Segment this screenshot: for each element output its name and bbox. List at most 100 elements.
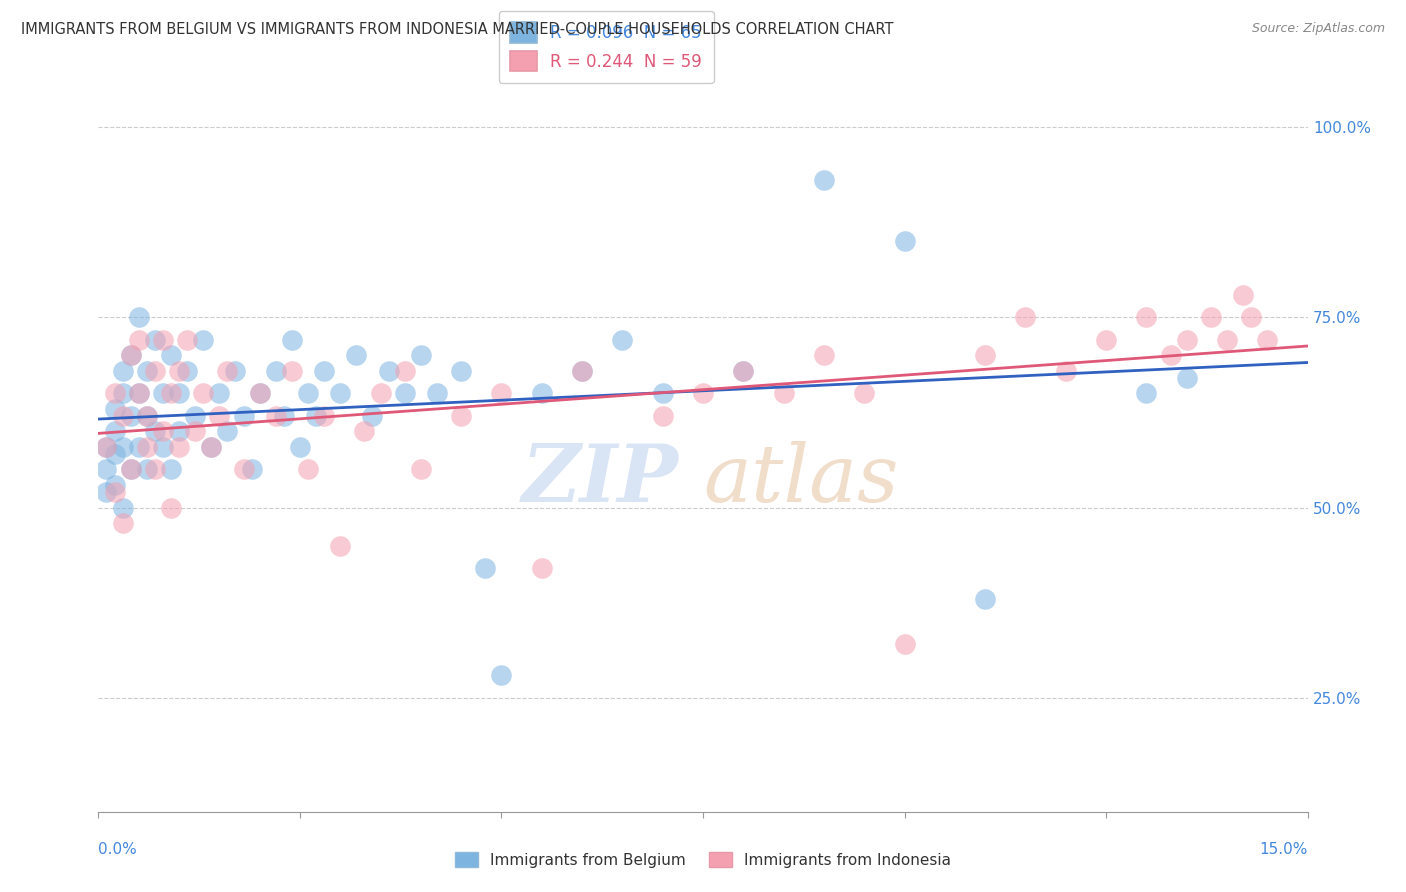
Point bbox=[120, 348, 142, 362]
Point bbox=[297, 386, 319, 401]
Text: Source: ZipAtlas.com: Source: ZipAtlas.com bbox=[1251, 22, 1385, 36]
Point bbox=[152, 333, 174, 347]
Point bbox=[200, 440, 222, 454]
Point bbox=[120, 348, 142, 362]
Point bbox=[103, 401, 125, 416]
Point bbox=[111, 386, 134, 401]
Point bbox=[143, 333, 166, 347]
Point bbox=[193, 333, 215, 347]
Point bbox=[128, 333, 150, 347]
Point bbox=[314, 409, 336, 424]
Point bbox=[120, 462, 142, 476]
Point bbox=[111, 516, 134, 530]
Point bbox=[1232, 287, 1254, 301]
Point bbox=[1054, 363, 1077, 377]
Point bbox=[1216, 333, 1239, 347]
Point bbox=[288, 440, 311, 454]
Point bbox=[103, 485, 125, 500]
Point bbox=[733, 363, 755, 377]
Point bbox=[111, 440, 134, 454]
Point bbox=[135, 409, 157, 424]
Point bbox=[893, 235, 915, 249]
Point bbox=[1240, 310, 1263, 325]
Point bbox=[1135, 310, 1157, 325]
Point bbox=[128, 386, 150, 401]
Text: ZIP: ZIP bbox=[522, 441, 679, 518]
Point bbox=[232, 462, 254, 476]
Point bbox=[893, 637, 915, 651]
Point bbox=[974, 348, 997, 362]
Point bbox=[167, 425, 190, 439]
Point bbox=[281, 333, 304, 347]
Point bbox=[111, 409, 134, 424]
Point bbox=[232, 409, 254, 424]
Point bbox=[409, 462, 432, 476]
Point bbox=[135, 462, 157, 476]
Point bbox=[120, 409, 142, 424]
Point bbox=[176, 333, 198, 347]
Point bbox=[96, 462, 118, 476]
Point bbox=[1160, 348, 1182, 362]
Point bbox=[853, 386, 876, 401]
Point bbox=[152, 386, 174, 401]
Point bbox=[160, 500, 183, 515]
Point bbox=[217, 425, 239, 439]
Point bbox=[176, 363, 198, 377]
Point bbox=[394, 386, 416, 401]
Point bbox=[135, 409, 157, 424]
Point bbox=[167, 440, 190, 454]
Point bbox=[491, 386, 513, 401]
Point bbox=[571, 363, 593, 377]
Point bbox=[167, 386, 190, 401]
Point bbox=[208, 386, 231, 401]
Text: IMMIGRANTS FROM BELGIUM VS IMMIGRANTS FROM INDONESIA MARRIED-COUPLE HOUSEHOLDS C: IMMIGRANTS FROM BELGIUM VS IMMIGRANTS FR… bbox=[21, 22, 894, 37]
Point bbox=[96, 440, 118, 454]
Point bbox=[530, 561, 553, 575]
Point bbox=[103, 386, 125, 401]
Point bbox=[217, 363, 239, 377]
Point bbox=[152, 440, 174, 454]
Point bbox=[264, 409, 287, 424]
Point bbox=[491, 668, 513, 682]
Point bbox=[651, 386, 673, 401]
Point bbox=[377, 363, 399, 377]
Legend: R = 0.096  N = 65, R = 0.244  N = 59: R = 0.096 N = 65, R = 0.244 N = 59 bbox=[499, 11, 714, 83]
Point bbox=[96, 440, 118, 454]
Point bbox=[772, 386, 794, 401]
Point bbox=[111, 363, 134, 377]
Point bbox=[353, 425, 375, 439]
Point bbox=[249, 386, 271, 401]
Point bbox=[1095, 333, 1118, 347]
Point bbox=[96, 485, 118, 500]
Point bbox=[530, 386, 553, 401]
Point bbox=[344, 348, 367, 362]
Point bbox=[103, 477, 125, 491]
Point bbox=[135, 440, 157, 454]
Point bbox=[1256, 333, 1278, 347]
Point bbox=[813, 348, 835, 362]
Point bbox=[103, 447, 125, 461]
Point bbox=[329, 386, 352, 401]
Point bbox=[135, 363, 157, 377]
Point bbox=[167, 363, 190, 377]
Point bbox=[143, 425, 166, 439]
Point bbox=[692, 386, 714, 401]
Point bbox=[240, 462, 263, 476]
Text: 0.0%: 0.0% bbox=[98, 842, 138, 857]
Point bbox=[733, 363, 755, 377]
Point bbox=[361, 409, 384, 424]
Point bbox=[143, 363, 166, 377]
Point bbox=[184, 409, 207, 424]
Point bbox=[193, 386, 215, 401]
Point bbox=[571, 363, 593, 377]
Legend: Immigrants from Belgium, Immigrants from Indonesia: Immigrants from Belgium, Immigrants from… bbox=[447, 844, 959, 875]
Point bbox=[143, 462, 166, 476]
Point bbox=[128, 310, 150, 325]
Point bbox=[409, 348, 432, 362]
Point bbox=[1135, 386, 1157, 401]
Point bbox=[160, 386, 183, 401]
Point bbox=[305, 409, 328, 424]
Point bbox=[111, 500, 134, 515]
Point bbox=[281, 363, 304, 377]
Point bbox=[297, 462, 319, 476]
